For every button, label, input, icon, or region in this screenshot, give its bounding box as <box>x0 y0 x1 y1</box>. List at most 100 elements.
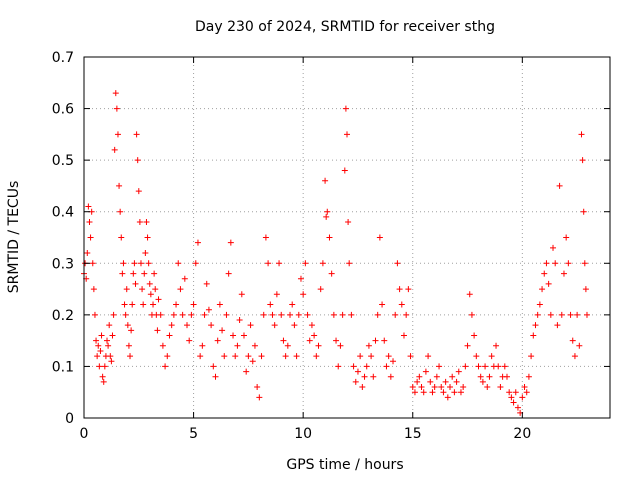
data-point <box>501 363 508 370</box>
data-point <box>164 353 171 360</box>
chart-title: Day 230 of 2024, SRMTID for receiver sth… <box>195 19 495 35</box>
data-point <box>429 389 436 396</box>
y-tick-label: 0.2 <box>52 308 74 324</box>
data-point <box>208 322 215 329</box>
data-point <box>170 311 177 318</box>
x-tick-label: 20 <box>513 426 531 442</box>
data-point <box>142 249 149 256</box>
data-point <box>144 234 151 241</box>
data-point <box>554 322 561 329</box>
data-point <box>543 260 550 267</box>
data-point <box>120 260 127 267</box>
data-point <box>405 286 412 293</box>
data-point <box>173 301 180 308</box>
data-point <box>442 378 449 385</box>
data-point <box>567 311 574 318</box>
data-point <box>396 286 403 293</box>
data-point <box>123 286 130 293</box>
data-point <box>581 260 588 267</box>
data-point <box>346 260 353 267</box>
data-point <box>433 373 440 380</box>
data-point <box>583 311 590 318</box>
data-point <box>390 358 397 365</box>
data-point <box>282 353 289 360</box>
data-point <box>108 358 115 365</box>
data-point <box>506 389 513 396</box>
data-point <box>560 270 567 277</box>
data-point <box>114 131 121 138</box>
data-point <box>497 384 504 391</box>
data-point <box>326 234 333 241</box>
data-point <box>117 208 124 215</box>
data-point <box>214 337 221 344</box>
data-point <box>101 363 108 370</box>
data-point <box>86 219 93 226</box>
data-point <box>379 301 386 308</box>
data-point <box>475 363 482 370</box>
data-point <box>510 399 517 406</box>
data-point <box>112 90 119 97</box>
data-point <box>240 332 247 339</box>
data-point <box>447 384 454 391</box>
data-point <box>368 353 375 360</box>
data-point <box>449 373 456 380</box>
data-point <box>111 146 118 153</box>
data-point <box>151 270 158 277</box>
data-point <box>477 373 484 380</box>
data-point <box>300 291 307 298</box>
data-point <box>147 291 154 298</box>
data-point <box>116 182 123 189</box>
data-point <box>508 394 515 401</box>
data-point <box>422 368 429 375</box>
data-point <box>203 280 210 287</box>
data-point <box>530 332 537 339</box>
data-point <box>137 260 144 267</box>
data-point <box>278 311 285 318</box>
data-point <box>536 301 543 308</box>
data-point <box>287 311 294 318</box>
data-point <box>143 219 150 226</box>
data-point <box>249 358 256 365</box>
data-point <box>131 260 138 267</box>
data-point <box>127 353 134 360</box>
data-point <box>462 363 469 370</box>
data-point <box>254 384 261 391</box>
data-point <box>425 353 432 360</box>
data-point <box>197 353 204 360</box>
data-point <box>394 260 401 267</box>
data-point <box>113 105 120 112</box>
data-point <box>128 327 135 334</box>
data-point <box>414 378 421 385</box>
data-point <box>528 353 535 360</box>
data-point <box>136 219 143 226</box>
data-point <box>162 363 169 370</box>
data-point <box>333 337 340 344</box>
data-point <box>534 311 541 318</box>
data-point <box>190 301 197 308</box>
data-point <box>295 311 302 318</box>
data-point <box>135 188 142 195</box>
data-point <box>205 306 212 313</box>
data-point <box>188 311 195 318</box>
data-point <box>471 332 478 339</box>
data-point <box>119 270 126 277</box>
data-point <box>280 337 287 344</box>
data-point <box>444 394 451 401</box>
data-point <box>541 270 548 277</box>
data-point <box>420 389 427 396</box>
x-axis-label: GPS time / hours <box>286 457 403 473</box>
data-point <box>140 301 147 308</box>
y-tick-label: 0.3 <box>52 256 74 272</box>
data-point <box>493 342 500 349</box>
data-point <box>582 286 589 293</box>
data-point <box>177 286 184 293</box>
data-point <box>473 353 480 360</box>
data-point <box>157 311 164 318</box>
data-point <box>342 105 349 112</box>
data-point <box>267 301 274 308</box>
data-point <box>387 373 394 380</box>
data-point <box>94 353 101 360</box>
data-point <box>324 208 331 215</box>
data-point <box>580 208 587 215</box>
data-point <box>276 260 283 267</box>
